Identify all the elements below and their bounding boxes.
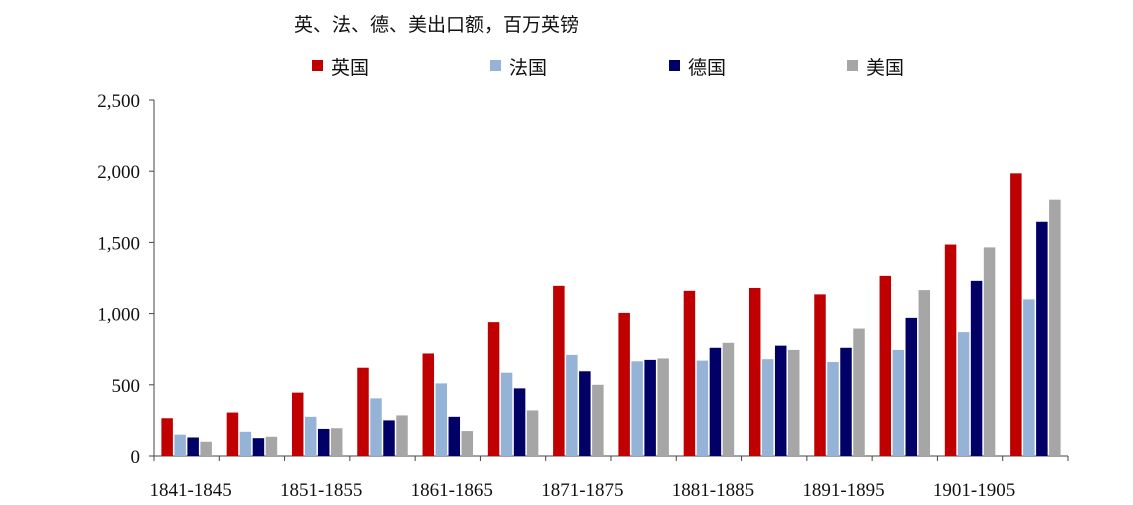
bar [696,360,709,456]
y-tick-label: 1,000 [97,305,140,326]
x-tick-label: 1851-1855 [280,480,362,501]
y-tick-label: 2,000 [97,162,140,183]
bar [983,247,996,456]
bar [383,420,395,456]
bar [970,280,983,456]
bar [553,285,565,456]
bar [892,349,905,456]
y-tick-label: 500 [112,376,141,397]
bar [853,328,865,456]
x-tick-label: 1881-1885 [672,480,754,501]
chart-title: 英、法、德、美出口额，百万英镑 [294,14,579,36]
x-axis: 1841-1845 1851-1855 1861-1865 1871-1875 1881… [149,455,1069,501]
bar [748,287,761,456]
legend-swatch [490,60,501,71]
bar [787,349,800,456]
x-tick-label: 1861-1865 [411,480,493,501]
legend-label: 法国 [509,57,547,79]
x-tick-label: 1841-1845 [149,480,231,501]
y-axis: 0 500 1,000 1,500 2,000 2,500 [97,91,155,468]
bar [657,358,669,456]
bar [435,383,448,456]
bar [761,359,774,456]
legend-swatch [669,60,680,71]
bars [161,173,1061,456]
bar [579,371,591,456]
x-tick-label: 1891-1895 [802,480,884,501]
bar [200,441,212,456]
bar [317,428,330,456]
bar [239,431,252,456]
bar [918,290,931,456]
bar [618,312,630,456]
bar [722,342,735,456]
bar [1036,221,1048,456]
bar [226,412,239,456]
bar [357,367,369,456]
bar [905,317,918,456]
bar [957,332,970,456]
bar [174,434,186,456]
bar [944,244,957,456]
bar [265,436,278,456]
bar [370,398,382,456]
bar [814,294,826,456]
legend-label: 德国 [688,57,726,79]
bar [879,275,892,456]
legend-swatch [312,60,323,71]
bar [487,322,500,456]
bar [827,362,839,456]
bar [526,410,539,456]
bar [631,361,643,456]
bar [500,372,513,456]
bar [566,354,578,456]
bar [304,416,317,456]
legend-swatch [847,60,858,71]
y-tick-label: 0 [131,447,141,468]
legend-label: 美国 [866,57,904,79]
legend: 英国 法国 德国 美国 [312,57,904,79]
bar [709,347,722,456]
bar [396,415,408,456]
x-tick-label: 1871-1875 [541,480,623,501]
bar [592,384,604,456]
y-tick-label: 2,500 [97,91,140,112]
bar [422,353,435,456]
y-tick-label: 1,500 [97,233,140,254]
bar [330,428,343,456]
bar [252,438,265,456]
bar [187,437,199,456]
bar [774,345,787,456]
x-tick-label: 1901-1905 [933,480,1015,501]
bar [840,347,852,456]
bar [1010,173,1022,456]
bar [513,388,526,456]
legend-label: 英国 [331,57,369,79]
bar [161,418,173,456]
bar [448,416,461,456]
bar [644,359,656,456]
bar [461,431,474,456]
bar [291,392,304,456]
bar [683,290,696,456]
bar [1049,199,1061,456]
bar [1023,299,1035,456]
